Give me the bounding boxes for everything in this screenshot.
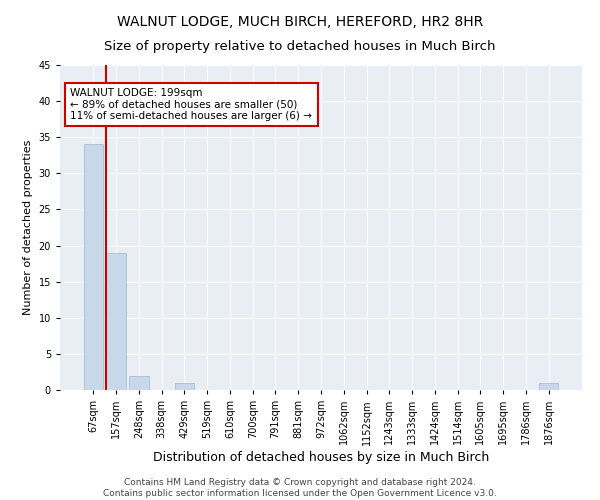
Text: Contains HM Land Registry data © Crown copyright and database right 2024.
Contai: Contains HM Land Registry data © Crown c… — [103, 478, 497, 498]
Bar — [84, 144, 103, 390]
Text: WALNUT LODGE, MUCH BIRCH, HEREFORD, HR2 8HR: WALNUT LODGE, MUCH BIRCH, HEREFORD, HR2 … — [117, 15, 483, 29]
Bar — [539, 383, 558, 390]
Bar — [175, 383, 194, 390]
Bar — [129, 376, 149, 390]
Text: Size of property relative to detached houses in Much Birch: Size of property relative to detached ho… — [104, 40, 496, 53]
Y-axis label: Number of detached properties: Number of detached properties — [23, 140, 33, 315]
Text: WALNUT LODGE: 199sqm
← 89% of detached houses are smaller (50)
11% of semi-detac: WALNUT LODGE: 199sqm ← 89% of detached h… — [70, 88, 313, 121]
Bar — [106, 253, 126, 390]
X-axis label: Distribution of detached houses by size in Much Birch: Distribution of detached houses by size … — [153, 452, 489, 464]
